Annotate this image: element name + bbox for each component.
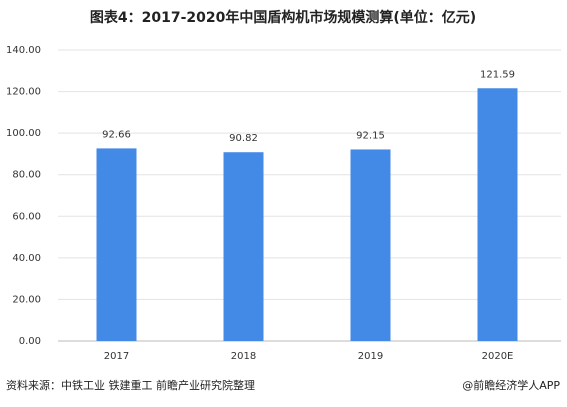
value-label: 121.59	[480, 69, 515, 80]
bar	[96, 148, 137, 341]
y-tick-label: 80.00	[12, 170, 41, 181]
value-label: 90.82	[229, 133, 258, 144]
value-label: 92.66	[102, 129, 131, 140]
bar	[223, 152, 264, 341]
bar	[350, 149, 391, 341]
y-tick-label: 100.00	[6, 128, 41, 139]
source-note: 资料来源：中铁工业 铁建重工 前瞻产业研究院整理	[6, 378, 255, 392]
x-tick-label: 2017	[104, 351, 129, 362]
y-tick-label: 0.00	[19, 336, 41, 347]
x-tick-label: 2018	[231, 351, 256, 362]
y-tick-label: 40.00	[12, 253, 41, 264]
y-tick-label: 140.00	[6, 45, 41, 56]
y-tick-label: 20.00	[12, 294, 41, 305]
y-tick-label: 60.00	[12, 211, 41, 222]
x-tick-label: 2020E	[482, 351, 514, 362]
value-label: 92.15	[356, 130, 385, 141]
chart-title: 图表4：2017-2020年中国盾构机市场规模测算(单位：亿元)	[90, 9, 476, 26]
x-tick-label: 2019	[358, 351, 383, 362]
y-tick-label: 120.00	[6, 87, 41, 98]
bar	[477, 88, 518, 341]
credit: @前瞻经济学人APP	[462, 378, 560, 392]
